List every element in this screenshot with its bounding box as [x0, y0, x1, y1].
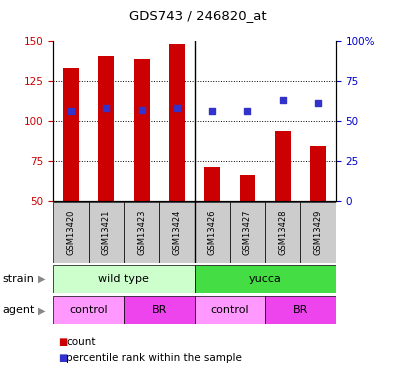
- Point: [280, 97, 286, 103]
- Bar: [195, 296, 265, 324]
- Point: [315, 100, 321, 106]
- Text: percentile rank within the sample: percentile rank within the sample: [66, 353, 242, 363]
- Bar: [230, 202, 265, 262]
- Text: count: count: [66, 338, 96, 347]
- Text: yucca: yucca: [249, 274, 282, 284]
- Text: ▶: ▶: [38, 305, 45, 315]
- Bar: [265, 202, 301, 262]
- Bar: [124, 296, 195, 324]
- Text: control: control: [211, 305, 249, 315]
- Bar: [195, 265, 336, 293]
- Point: [245, 108, 251, 114]
- Bar: [124, 202, 159, 262]
- Text: agent: agent: [2, 305, 34, 315]
- Point: [103, 105, 109, 111]
- Text: wild type: wild type: [98, 274, 149, 284]
- Text: ▶: ▶: [38, 274, 45, 284]
- Point: [209, 108, 215, 114]
- Text: ■: ■: [58, 338, 68, 347]
- Bar: [63, 68, 79, 201]
- Bar: [53, 296, 124, 324]
- Text: GSM13421: GSM13421: [102, 209, 111, 255]
- Text: ■: ■: [58, 353, 68, 363]
- Bar: [53, 202, 88, 262]
- Bar: [98, 56, 114, 201]
- Text: GSM13429: GSM13429: [314, 209, 323, 255]
- Bar: [195, 202, 230, 262]
- Text: GSM13424: GSM13424: [172, 209, 181, 255]
- Bar: [239, 175, 256, 201]
- Point: [174, 105, 180, 111]
- Text: GSM13423: GSM13423: [137, 209, 146, 255]
- Text: control: control: [69, 305, 108, 315]
- Bar: [310, 147, 326, 201]
- Bar: [134, 59, 150, 201]
- Text: GSM13428: GSM13428: [278, 209, 287, 255]
- Bar: [159, 202, 194, 262]
- Point: [138, 107, 145, 113]
- Bar: [265, 296, 336, 324]
- Bar: [275, 130, 291, 201]
- Point: [68, 108, 74, 114]
- Bar: [204, 167, 220, 201]
- Text: BR: BR: [152, 305, 167, 315]
- Bar: [88, 202, 124, 262]
- Text: BR: BR: [293, 305, 308, 315]
- Text: GSM13420: GSM13420: [66, 209, 75, 255]
- Text: GDS743 / 246820_at: GDS743 / 246820_at: [129, 9, 266, 22]
- Text: GSM13426: GSM13426: [208, 209, 217, 255]
- Text: strain: strain: [2, 274, 34, 284]
- Bar: [301, 202, 336, 262]
- Bar: [169, 45, 185, 201]
- Bar: [53, 265, 195, 293]
- Text: GSM13427: GSM13427: [243, 209, 252, 255]
